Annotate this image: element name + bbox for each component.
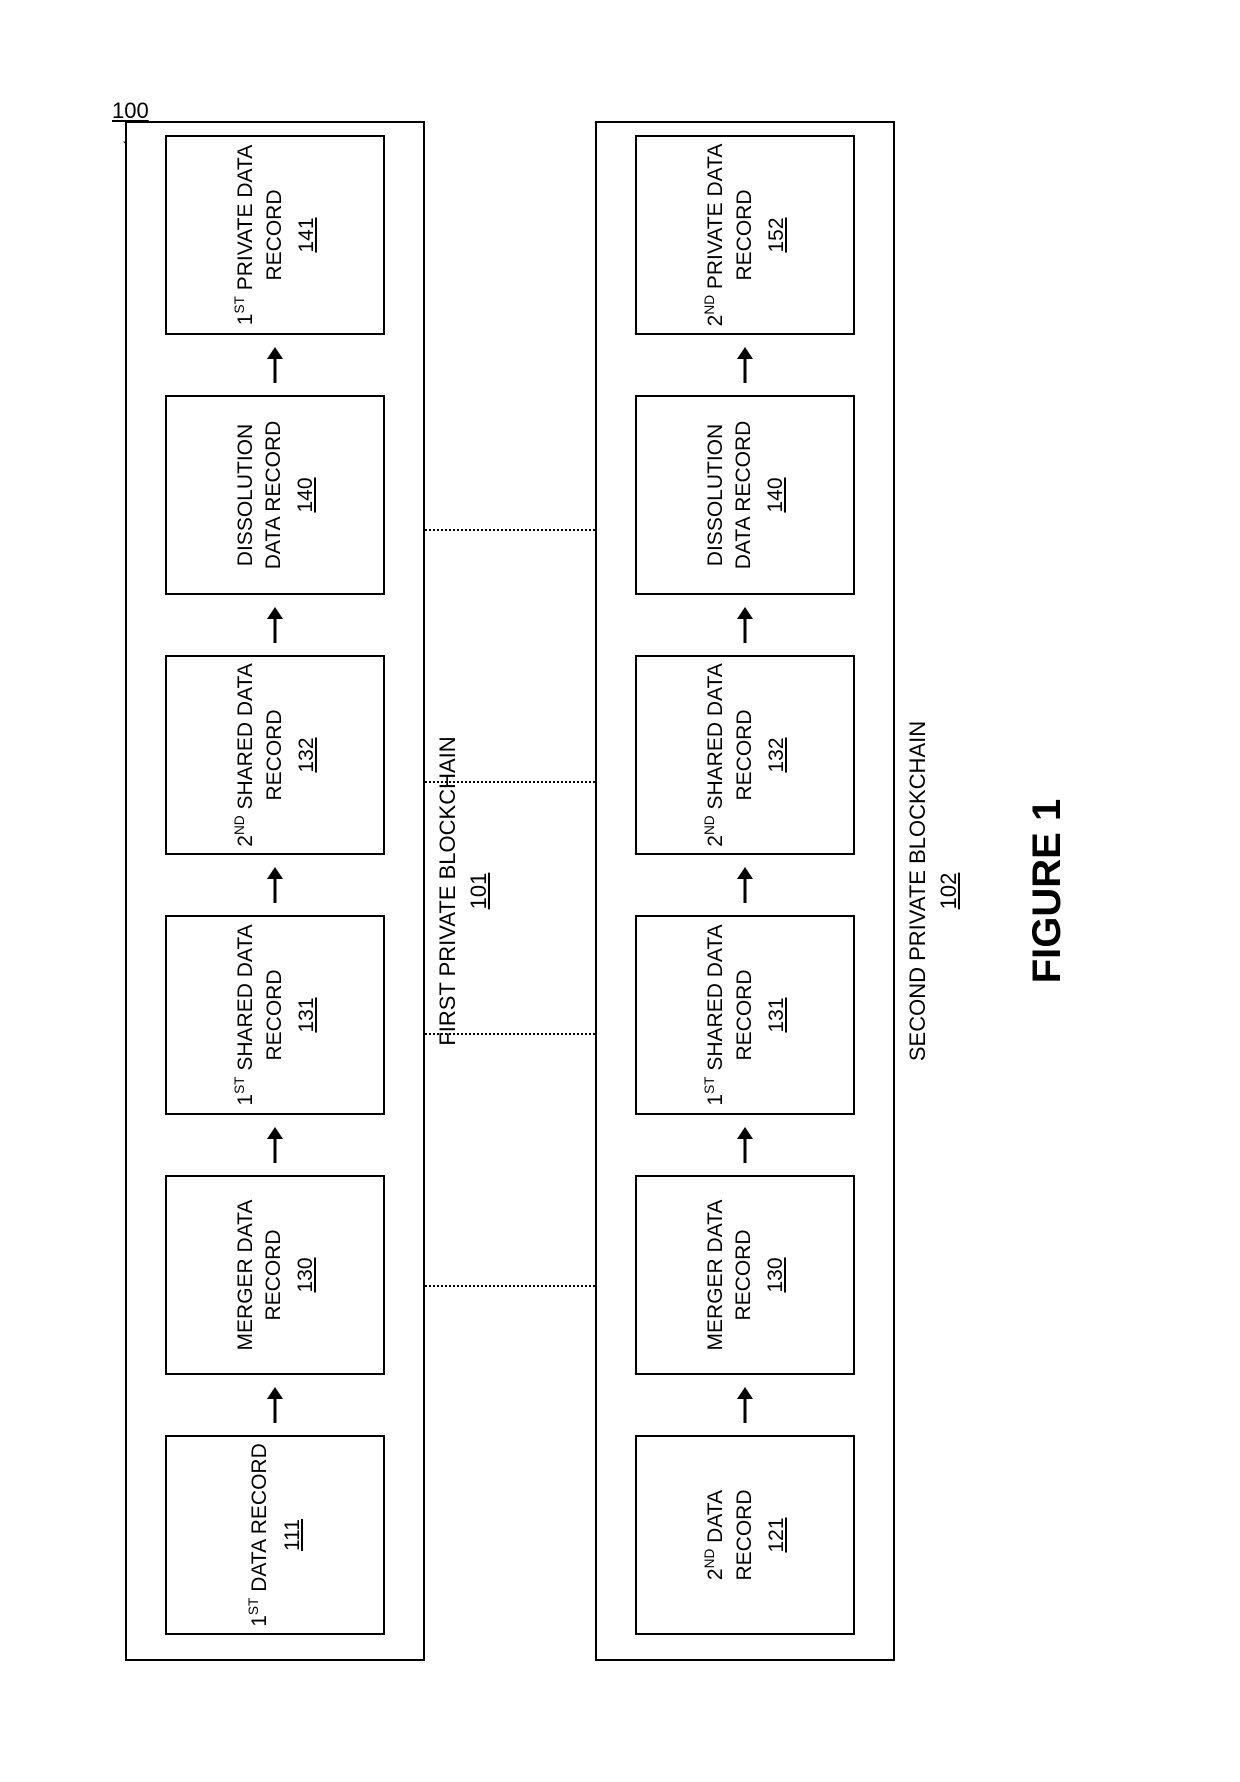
node-title: 1ST DATA RECORD <box>245 1443 274 1627</box>
arrow-icon <box>732 867 758 903</box>
node-number: 152 <box>765 217 789 252</box>
chain1-box: 1ST DATA RECORD 111 MERGER DATA RECORD 1… <box>125 121 425 1661</box>
node-number: 111 <box>281 1519 305 1551</box>
chain2-node-4: DISSOLUTION DATA RECORD 140 <box>635 395 855 595</box>
chain1-label-number: 101 <box>466 873 491 910</box>
arrow-icon <box>732 1127 758 1163</box>
node-title: MERGER DATA RECORD <box>702 1183 759 1367</box>
chain1-node-2: 1ST SHARED DATA RECORD 131 <box>165 915 385 1115</box>
chain2-node-3: 2ND SHARED DATA RECORD 132 <box>635 655 855 855</box>
page: 100 ➥ 1ST DATA RECORD 111 MERGER DATA RE… <box>0 0 1240 1782</box>
chain1-node-1: MERGER DATA RECORD 130 <box>165 1175 385 1375</box>
chain2-box: 2ND DATA RECORD 121 MERGER DATA RECORD 1… <box>595 121 895 1661</box>
chain1-label: FIRST PRIVATE BLOCKCHAIN 101 <box>433 101 495 1681</box>
node-title: DISSOLUTION DATA RECORD <box>232 403 289 587</box>
chain2-node-1: MERGER DATA RECORD 130 <box>635 1175 855 1375</box>
diagram-rotated-container: 1ST DATA RECORD 111 MERGER DATA RECORD 1… <box>95 101 1145 1681</box>
chain2-row: 2ND DATA RECORD 121 MERGER DATA RECORD 1… <box>597 123 893 1659</box>
chain1-node-4: DISSOLUTION DATA RECORD 140 <box>165 395 385 595</box>
chain1-node-0: 1ST DATA RECORD 111 <box>165 1435 385 1635</box>
node-number: 132 <box>295 737 319 772</box>
node-title: 2ND SHARED DATA RECORD <box>701 663 759 847</box>
node-number: 141 <box>295 217 319 252</box>
arrow-icon <box>262 607 288 643</box>
node-title: 2ND PRIVATE DATA RECORD <box>701 143 759 327</box>
dotted-link-shared2 <box>425 781 595 783</box>
arrow-icon <box>262 867 288 903</box>
chain2-node-5: 2ND PRIVATE DATA RECORD 152 <box>635 135 855 335</box>
arrow-icon <box>732 607 758 643</box>
dotted-link-merger <box>425 1285 595 1287</box>
arrow-icon <box>732 347 758 383</box>
node-title: 1ST PRIVATE DATA RECORD <box>231 143 289 327</box>
chain2-label-text: SECOND PRIVATE BLOCKCHAIN <box>905 721 930 1061</box>
arrow-icon <box>262 1387 288 1423</box>
arrow-icon <box>262 347 288 383</box>
node-title: 2ND DATA RECORD <box>701 1443 759 1627</box>
node-number: 131 <box>765 997 789 1032</box>
figure-caption: FIGURE 1 <box>1025 101 1070 1681</box>
chain2-node-2: 1ST SHARED DATA RECORD 131 <box>635 915 855 1115</box>
dotted-link-dissolution <box>425 529 595 531</box>
dotted-link-shared1 <box>425 1033 595 1035</box>
node-number: 132 <box>765 737 789 772</box>
node-number: 140 <box>764 477 788 512</box>
chain2-label-number: 102 <box>936 873 961 910</box>
node-number: 121 <box>765 1517 789 1552</box>
node-title: DISSOLUTION DATA RECORD <box>702 403 759 587</box>
node-number: 130 <box>294 1257 318 1292</box>
chain1-node-5: 1ST PRIVATE DATA RECORD 141 <box>165 135 385 335</box>
chain1-row: 1ST DATA RECORD 111 MERGER DATA RECORD 1… <box>127 123 423 1659</box>
chain2-label: SECOND PRIVATE BLOCKCHAIN 102 <box>903 101 965 1681</box>
arrow-icon <box>262 1127 288 1163</box>
node-number: 131 <box>295 997 319 1032</box>
node-title: 1ST SHARED DATA RECORD <box>701 923 759 1107</box>
chain2-node-0: 2ND DATA RECORD 121 <box>635 1435 855 1635</box>
node-number: 130 <box>764 1257 788 1292</box>
node-title: 2ND SHARED DATA RECORD <box>231 663 289 847</box>
node-title: 1ST SHARED DATA RECORD <box>231 923 289 1107</box>
chain1-node-3: 2ND SHARED DATA RECORD 132 <box>165 655 385 855</box>
node-number: 140 <box>294 477 318 512</box>
node-title: MERGER DATA RECORD <box>232 1183 289 1367</box>
arrow-icon <box>732 1387 758 1423</box>
